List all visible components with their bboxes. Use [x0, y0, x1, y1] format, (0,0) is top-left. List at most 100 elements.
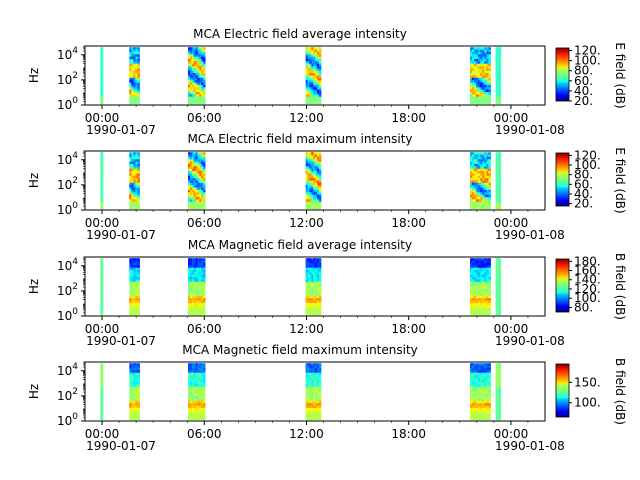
heatmap-cell — [476, 415, 479, 418]
heatmap-cell — [315, 389, 318, 392]
heatmap-cell — [480, 56, 483, 60]
heatmap-cell — [135, 298, 138, 302]
heatmap-cell — [191, 372, 195, 376]
heatmap-cell — [309, 379, 312, 383]
heatmap-cell — [129, 312, 132, 316]
heatmap-cell — [486, 367, 489, 371]
heatmap-cell — [131, 272, 134, 276]
heatmap-cell — [317, 178, 320, 181]
heatmap-cell — [495, 377, 498, 381]
heatmap-cell — [317, 305, 320, 309]
heatmap-cell — [100, 175, 104, 179]
heatmap-cell — [484, 68, 487, 72]
heatmap-cell — [309, 75, 312, 79]
heatmap-cell — [319, 407, 322, 411]
heatmap-cell — [488, 91, 491, 95]
heatmap-cell — [499, 298, 502, 302]
heatmap-cell — [476, 54, 479, 58]
heatmap-cell — [100, 370, 104, 374]
y-tick-label: 100 — [57, 412, 78, 428]
heatmap-cell — [131, 185, 134, 188]
heatmap-cell — [203, 66, 206, 69]
heatmap-cell — [197, 407, 200, 411]
heatmap-cell — [488, 370, 491, 374]
heatmap-cell — [135, 398, 138, 402]
heatmap-cell — [472, 367, 475, 371]
heatmap-cell — [470, 206, 473, 210]
y-axis-label: Hz — [27, 68, 41, 83]
heatmap-cell — [317, 272, 320, 276]
heatmap-cell — [497, 77, 500, 81]
heatmap-cell — [307, 206, 310, 210]
heatmap-cell — [486, 94, 489, 98]
heatmap-cell — [482, 87, 485, 91]
heatmap-cell — [480, 187, 483, 191]
heatmap-cell — [497, 189, 500, 193]
heatmap-cell — [100, 262, 104, 266]
heatmap-cell — [488, 365, 491, 369]
heatmap-cell — [499, 101, 502, 105]
heatmap-cell — [497, 398, 500, 402]
heatmap-cell — [129, 367, 132, 371]
heatmap-cell — [482, 80, 485, 83]
heatmap-cell — [311, 312, 314, 316]
heatmap-cell — [319, 293, 322, 297]
heatmap-cell — [195, 94, 198, 98]
heatmap-cell — [478, 372, 481, 376]
heatmap-cell — [319, 295, 322, 299]
heatmap-cell — [135, 269, 138, 273]
heatmap-cell — [315, 77, 318, 81]
heatmap-cell — [497, 279, 500, 283]
heatmap-cell — [201, 192, 204, 196]
heatmap-cell — [307, 58, 310, 62]
heatmap-cell — [197, 206, 200, 210]
heatmap-cell — [129, 284, 132, 287]
heatmap-cell — [191, 260, 195, 264]
heatmap-cell — [499, 295, 502, 299]
heatmap-cell — [470, 382, 473, 385]
heatmap-cell — [484, 66, 487, 69]
heatmap-cell — [472, 298, 475, 302]
heatmap-cell — [499, 201, 502, 205]
heatmap-cell — [484, 293, 487, 297]
heatmap-cell — [484, 291, 487, 294]
heatmap-cell — [311, 196, 314, 200]
heatmap-cell — [100, 77, 104, 81]
heatmap-cell — [484, 258, 487, 261]
heatmap-cell — [315, 262, 318, 266]
heatmap-cell — [474, 49, 477, 53]
heatmap-cell — [129, 51, 132, 55]
heatmap-cell — [482, 288, 485, 292]
colorbar-tick-label: 20. — [574, 94, 593, 108]
heatmap-cell — [188, 377, 191, 381]
heatmap-cell — [309, 312, 312, 316]
heatmap-cell — [482, 298, 485, 302]
heatmap-cell — [189, 379, 193, 383]
heatmap-cell — [313, 363, 316, 366]
heatmap-cell — [133, 393, 136, 397]
heatmap-cell — [480, 206, 483, 210]
heatmap-cell — [486, 187, 489, 191]
heatmap-cell — [189, 382, 193, 385]
heatmap-cell — [307, 182, 310, 186]
heatmap-cell — [482, 75, 485, 79]
heatmap-cell — [484, 96, 487, 100]
heatmap-cell — [201, 267, 204, 271]
heatmap-cell — [482, 262, 485, 266]
colorbar-tick-label: 180. — [574, 254, 601, 268]
heatmap-cell — [317, 204, 320, 207]
heatmap-cell — [201, 262, 204, 266]
heatmap-cell — [309, 91, 312, 95]
heatmap-cell — [129, 291, 132, 294]
heatmap-cell — [137, 400, 140, 404]
heatmap-cell — [309, 201, 312, 205]
heatmap-cell — [311, 298, 314, 302]
heatmap-cell — [319, 101, 322, 105]
heatmap-cell — [499, 398, 502, 402]
heatmap-cell — [488, 87, 491, 91]
heatmap-cell — [197, 54, 200, 58]
heatmap-cell — [486, 178, 489, 181]
heatmap-cell — [188, 400, 191, 404]
heatmap-cell — [307, 66, 310, 69]
heatmap-cell — [484, 372, 487, 376]
